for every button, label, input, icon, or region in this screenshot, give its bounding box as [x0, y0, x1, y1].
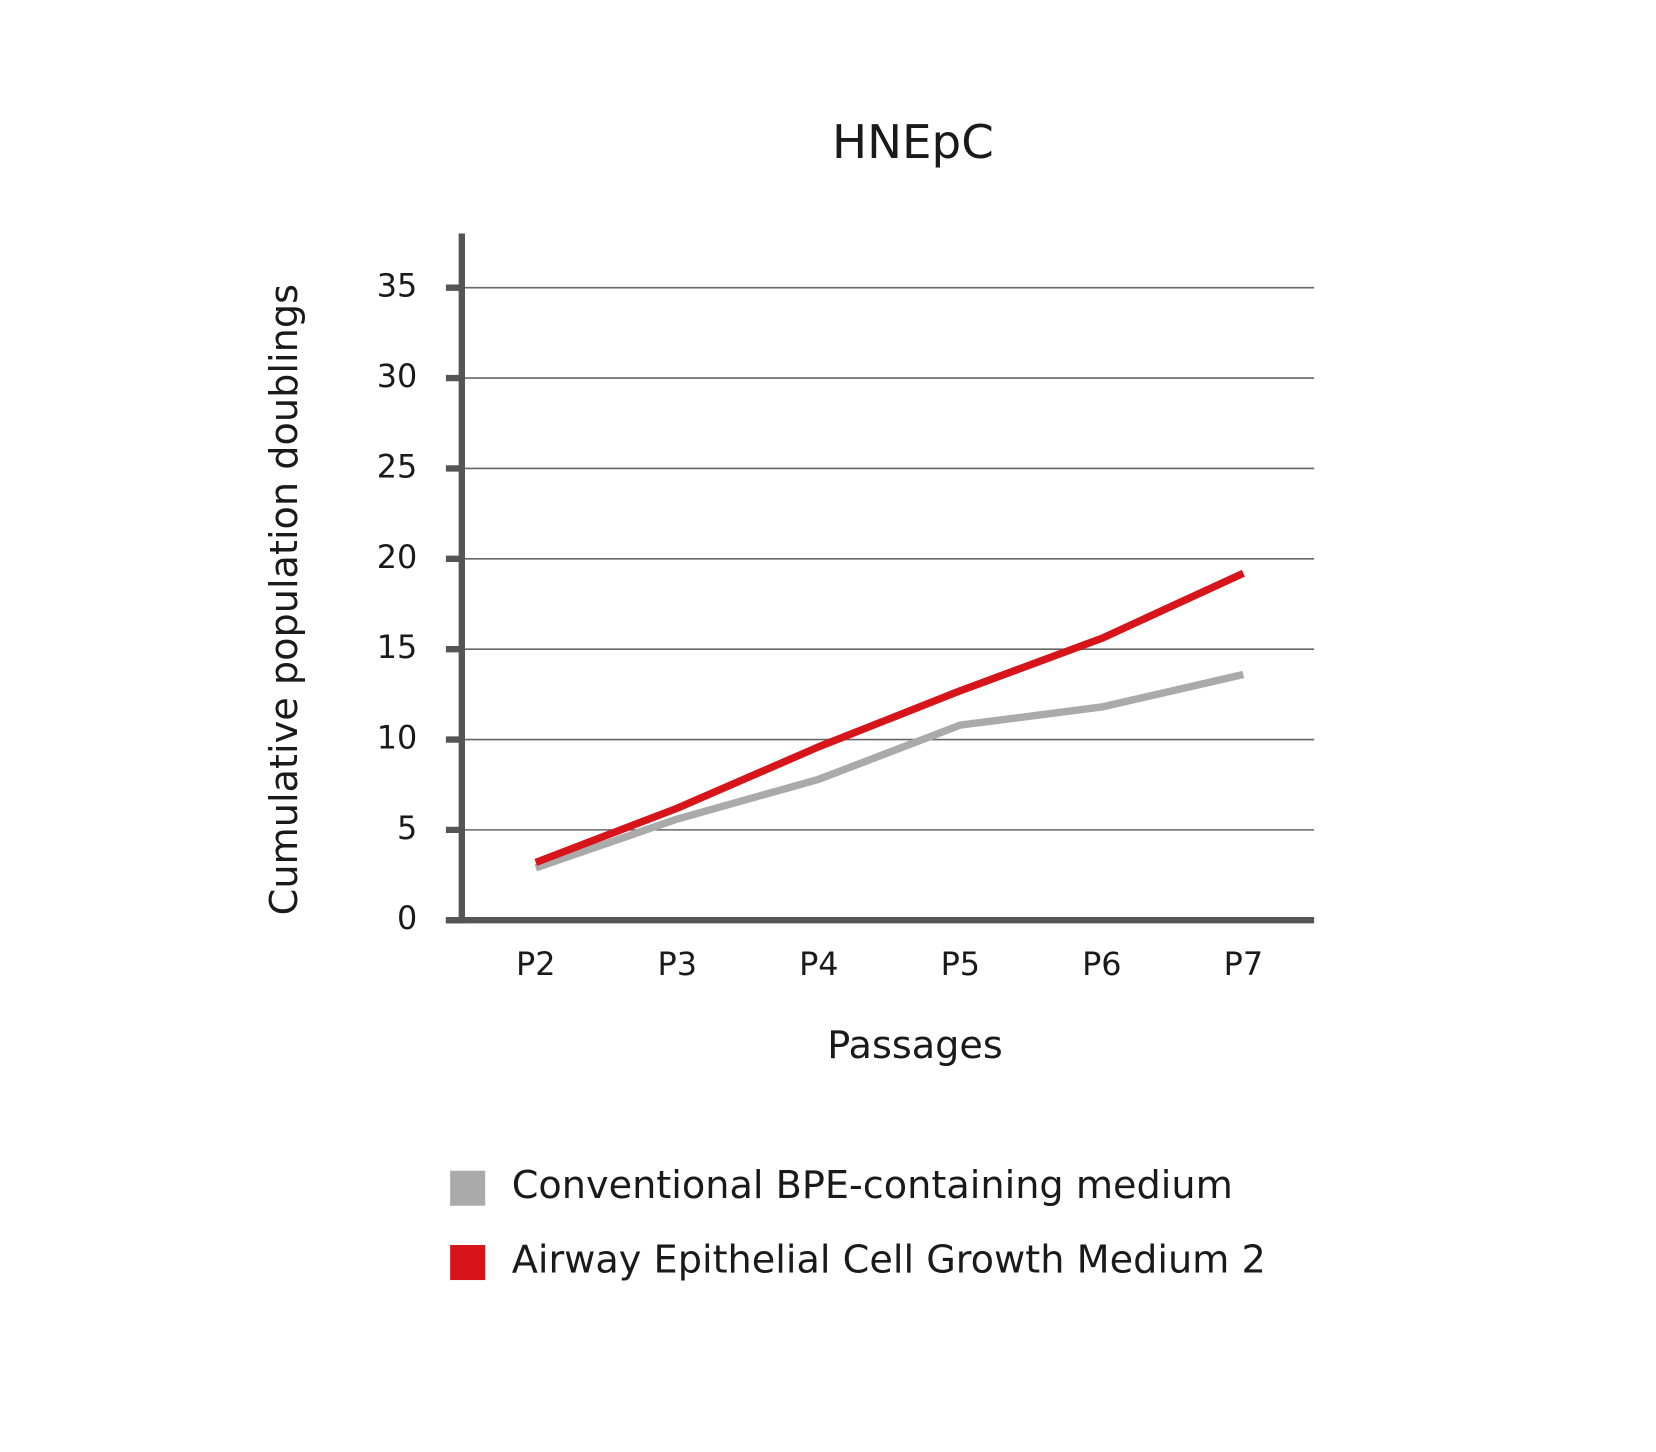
x-tick-label: P4: [799, 945, 838, 983]
y-tick-label: 20: [377, 538, 418, 576]
y-tick-label: 5: [397, 809, 417, 847]
x-tick-label: P7: [1224, 945, 1263, 983]
chart-title: HNEpC: [832, 116, 994, 170]
y-tick-label: 0: [397, 899, 417, 937]
x-tick-label: P5: [941, 945, 980, 983]
x-tick-label: P3: [658, 945, 697, 983]
data-line: [534, 569, 1245, 866]
x-axis-label: Passages: [827, 1024, 1003, 1068]
legend-swatch: [450, 1245, 486, 1281]
x-tick-label: P2: [516, 945, 555, 983]
data-line: [534, 670, 1245, 872]
x-tick-label: P6: [1082, 945, 1121, 983]
y-tick-label: 30: [377, 357, 418, 395]
legend-label: Airway Epithelial Cell Growth Medium 2: [512, 1239, 1266, 1283]
legend-label: Conventional BPE-containing medium: [512, 1164, 1233, 1208]
y-tick-label: 10: [377, 719, 418, 757]
y-tick-label: 35: [377, 267, 418, 305]
y-tick-label: 15: [377, 628, 418, 666]
y-tick-label: 25: [377, 447, 418, 485]
y-axis-label: Cumulative population doublings: [263, 284, 307, 915]
legend-swatch: [450, 1170, 486, 1206]
